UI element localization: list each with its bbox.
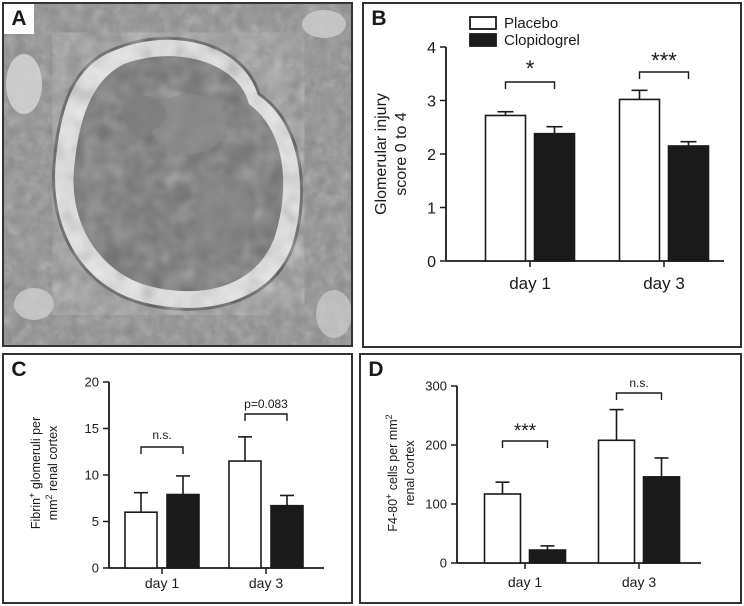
bar-clopidogrel [642,476,681,564]
legend-label-placebo: Placebo [504,15,558,32]
bar-placebo [483,493,522,564]
y-axis-label-part: 2 [44,494,54,499]
panel-label-b: B [364,4,394,34]
x-tick-label: day 1 [509,274,551,293]
x-tick-label: day 3 [622,574,656,590]
legend: Placebo Clopidogrel [469,15,580,49]
chart-d: 0 100 200 300 day 1 day 3 F4-80+ cells per mm2… [384,376,701,590]
significance-bracket [638,71,690,79]
y-tick-label: 100 [425,497,447,512]
micrograph-image [4,4,351,345]
significance-bracket [140,446,184,454]
significance-label: n.s. [629,376,648,390]
y-tick-label: 2 [427,147,436,164]
y-axis-label-part: mm [46,499,60,520]
chart-c: 0 5 10 15 20 day 1 day 3 Fibrin+ glomeruli perm… [27,375,324,591]
bar-placebo [228,460,262,569]
y-tick-label: 200 [425,438,447,453]
bar-placebo [124,511,158,569]
y-axis-label-part: renal cortex [46,425,60,495]
y-axis-label-part: 2 [384,414,394,419]
y-axis-label-part: + [27,493,37,498]
panel-a-micrograph: A [2,2,353,347]
bar-clopidogrel [270,504,304,569]
significance-label: n.s. [152,428,171,442]
y-axis-label: Glomerular injury score 0 to 4 [373,93,410,215]
bar-clopidogrel [166,493,200,569]
y-tick-label: 300 [425,379,447,394]
bar-placebo [597,439,636,564]
y-tick-label: 15 [85,421,99,436]
significance-bracket [615,392,663,400]
y-axis-label-part: cells per mm [386,419,400,493]
legend-swatch-clopidogrel [469,33,497,47]
y-tick-label: 0 [427,254,436,271]
panel-label-a: A [4,4,34,34]
significance-label: *** [514,421,537,442]
y-axis-label-line: Glomerular injury [373,93,390,215]
y-tick-label: 20 [85,375,99,390]
bar-clopidogrel [528,549,567,564]
y-axis-label-line: score 0 to 4 [393,112,410,196]
y-tick-label: 5 [92,514,99,529]
significance-label: * [526,56,535,81]
y-axis-label-part: + [384,494,394,499]
y-tick-label: 10 [85,468,99,483]
x-tick-label: day 3 [643,274,685,293]
y-tick-label: 0 [440,556,447,571]
panel-label-d: D [361,355,391,385]
y-tick-label: 4 [427,40,436,57]
x-tick-label: day 1 [145,575,179,591]
y-axis-label-part: Fibrin [29,498,43,529]
significance-label: p=0.083 [244,397,288,411]
x-tick-label: day 3 [249,575,283,591]
bar-clopidogrel [667,145,710,262]
y-axis-label: Fibrin+ glomeruli permm2 renal cortex [27,417,60,529]
y-axis-label: F4-80+ cells per mm2 renal cortex [384,414,417,531]
panel-c-fibrin: C 0 5 10 15 20 day 1 day 3 Fibrin+ glomeruli pe… [2,353,353,604]
y-axis-label-part: renal cortex [403,440,417,506]
panel-d-f480-cells: D 0 100 200 300 day 1 day 3 F4-80+ cells per m… [359,353,742,604]
bar-placebo [618,98,661,262]
legend-label-clopidogrel: Clopidogrel [504,32,580,49]
panel-b-glomerular-injury: B Placebo Clopidogrel 0 1 2 3 4 day 1 day 3 Glo… [362,2,742,348]
significance-label: *** [651,48,677,73]
chart-b: Placebo Clopidogrel 0 1 2 3 4 day 1 day 3 Glome… [373,15,724,293]
y-tick-label: 1 [427,200,436,217]
y-axis-label-part: F4-80 [386,499,400,532]
bar-placebo [484,114,527,262]
x-tick-label: day 1 [508,574,542,590]
legend-swatch-placebo [469,16,497,30]
y-tick-label: 3 [427,93,436,110]
significance-bracket [244,413,288,421]
significance-bracket [504,81,556,89]
y-axis-label-part: glomeruli per [29,417,43,493]
y-tick-label: 0 [92,561,99,576]
significance-bracket [501,440,549,448]
bar-clopidogrel [533,132,576,262]
panel-label-c: C [4,355,34,385]
